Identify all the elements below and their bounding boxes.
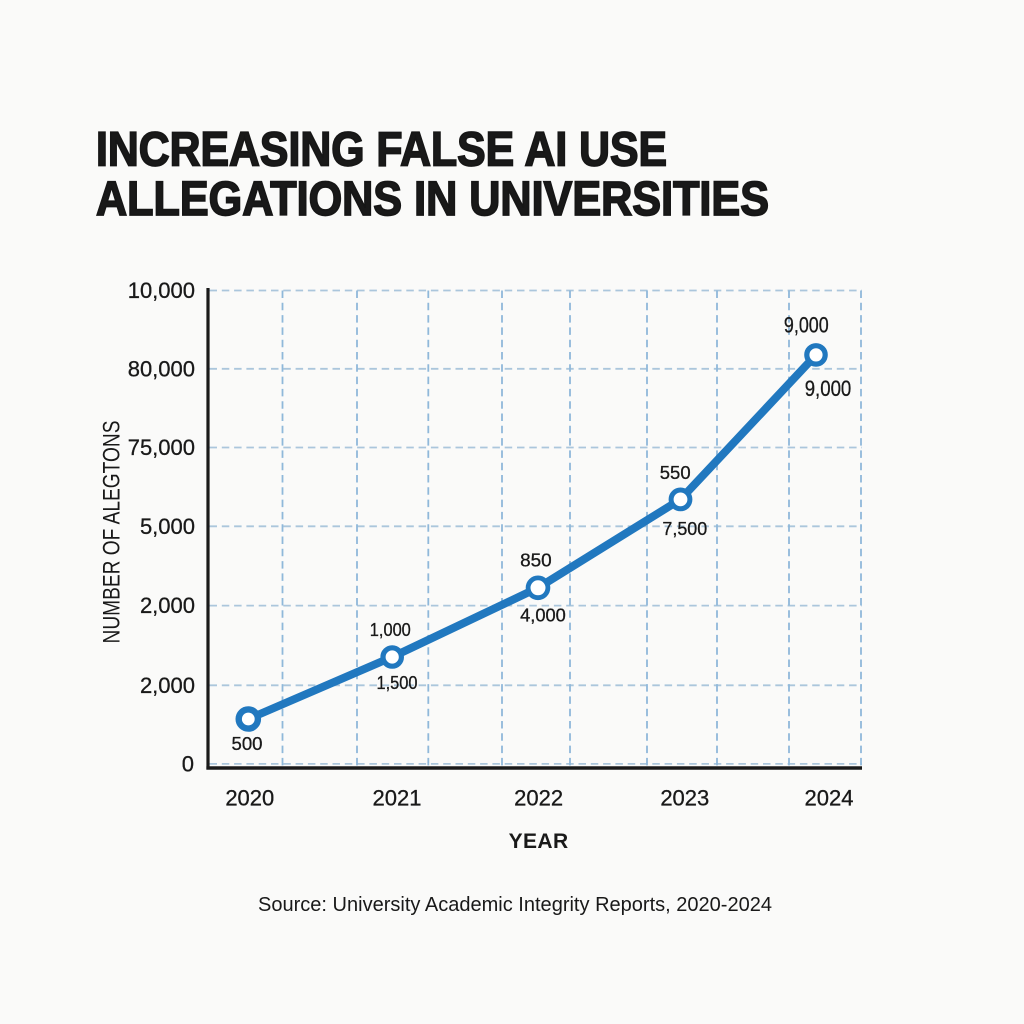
svg-text:0: 0	[182, 751, 194, 776]
svg-text:10,000: 10,000	[128, 278, 195, 303]
svg-text:75,000: 75,000	[128, 435, 195, 460]
svg-text:1,000: 1,000	[370, 620, 411, 640]
svg-text:1,500: 1,500	[377, 673, 418, 693]
svg-text:80,000: 80,000	[128, 356, 195, 381]
svg-text:2,000: 2,000	[140, 673, 195, 698]
svg-text:550: 550	[660, 463, 691, 483]
svg-text:9,000: 9,000	[784, 313, 829, 338]
svg-text:NUMBER OF ALEGTONS: NUMBER OF ALEGTONS	[99, 421, 126, 644]
svg-text:500: 500	[232, 734, 263, 754]
svg-text:2020: 2020	[225, 786, 274, 811]
svg-text:9,000: 9,000	[805, 376, 852, 401]
svg-text:ALLEGATIONS IN UNIVERSITIES: ALLEGATIONS IN UNIVERSITIES	[96, 173, 769, 226]
svg-text:2023: 2023	[660, 786, 709, 811]
svg-text:2022: 2022	[514, 786, 563, 811]
svg-text:YEAR: YEAR	[509, 830, 569, 853]
svg-text:850: 850	[520, 550, 552, 570]
svg-text:2024: 2024	[805, 786, 854, 811]
svg-text:INCREASING FALSE AI USE: INCREASING FALSE AI USE	[96, 124, 667, 177]
svg-text:Source: University Academic In: Source: University Academic Integrity Re…	[258, 894, 772, 916]
svg-text:5,000: 5,000	[140, 514, 195, 539]
svg-text:2,000: 2,000	[140, 593, 195, 618]
svg-text:2021: 2021	[373, 786, 422, 811]
svg-text:7,500: 7,500	[662, 519, 707, 539]
svg-text:4,000: 4,000	[520, 606, 566, 626]
